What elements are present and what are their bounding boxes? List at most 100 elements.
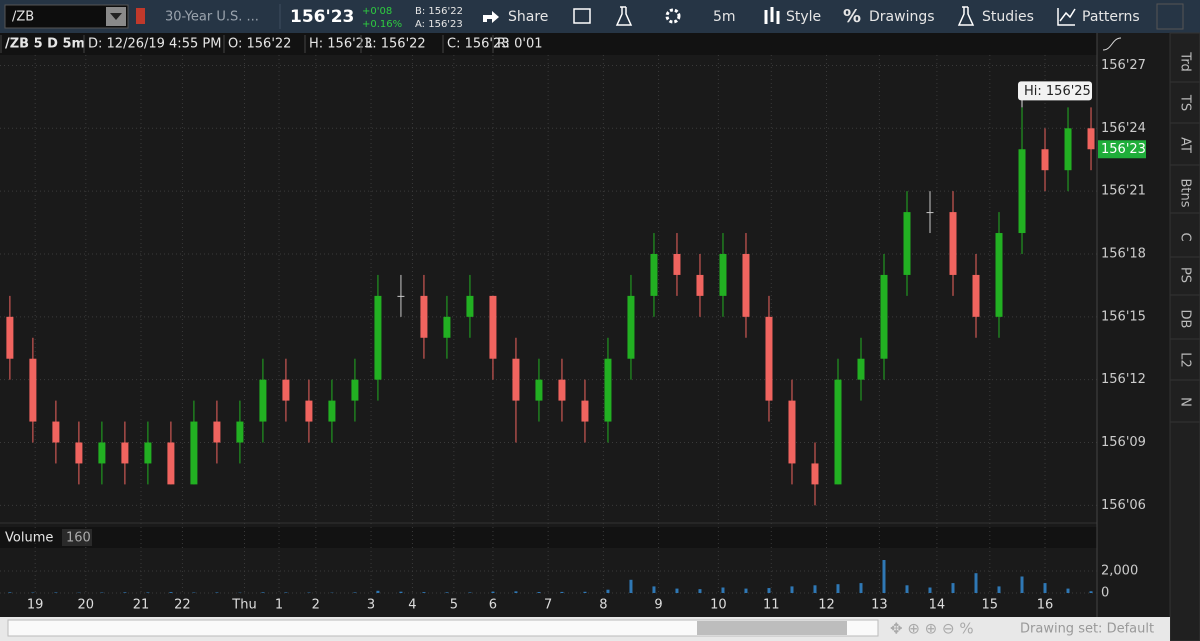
x-tick-label: 22: [174, 598, 191, 613]
volume-bar: [1089, 591, 1093, 593]
style-icon: [764, 7, 780, 24]
side-tab[interactable]: N: [1178, 397, 1193, 407]
candle-body: [834, 379, 842, 485]
info-field: H: 156'23: [309, 37, 372, 52]
candle-body: [236, 421, 244, 443]
side-tab[interactable]: PS: [1178, 267, 1193, 283]
drawing-set[interactable]: Drawing set: Default: [1020, 622, 1154, 637]
x-tick-label: 9: [654, 598, 662, 613]
volume-bar: [54, 592, 58, 593]
candle-body: [6, 316, 14, 359]
volume-bar: [928, 587, 932, 593]
maximize-button[interactable]: [1156, 3, 1184, 30]
share-button[interactable]: Share: [508, 9, 548, 25]
candle-body: [742, 253, 750, 317]
high-label-box: [1018, 81, 1093, 101]
symbol: /ZB: [12, 10, 34, 25]
volume-bar: [1020, 576, 1024, 593]
volume-title: Volume: [5, 531, 53, 546]
last-price: 156'23: [290, 7, 354, 27]
volume-bar: [422, 592, 426, 593]
candle-body: [765, 316, 773, 401]
last-price-label: 156'23: [1101, 142, 1146, 157]
ask: A: 156'23: [415, 19, 463, 30]
info-field: D: 12/26/19 4:55 PM: [88, 37, 221, 52]
volume-bar: [698, 589, 702, 593]
volume-bar: [790, 586, 794, 593]
volume-bar: [836, 584, 840, 593]
x-tick-label: 2: [312, 598, 320, 613]
candle-body: [949, 212, 957, 275]
side-tab[interactable]: L2: [1178, 352, 1193, 368]
scrollbar[interactable]: [7, 619, 879, 637]
candle-body: [512, 358, 520, 401]
info-field: L: 156'22: [365, 37, 426, 52]
settings-icon[interactable]: [665, 8, 681, 24]
volume-bar: [767, 588, 771, 593]
side-tab[interactable]: C: [1178, 232, 1193, 241]
side-tab[interactable]: AT: [1178, 137, 1193, 153]
flask-icon[interactable]: [615, 6, 633, 26]
volume-bar: [882, 559, 886, 593]
candle-body: [880, 274, 888, 359]
x-tick-label: 15: [982, 598, 999, 613]
timeframe-button[interactable]: 5m: [713, 9, 736, 25]
volume-bar: [859, 583, 863, 593]
volume-bar: [261, 592, 265, 593]
x-tick-label: 16: [1037, 598, 1054, 613]
symbol-box[interactable]: [4, 4, 129, 29]
volume-bar: [514, 591, 518, 593]
volume-bar: [652, 586, 656, 593]
patterns-icon: [1057, 8, 1076, 26]
alert-icon[interactable]: [136, 8, 145, 24]
patterns-button[interactable]: Patterns: [1082, 9, 1140, 25]
volume-bar: [215, 592, 219, 593]
candle-body: [972, 274, 980, 317]
candle-body: [29, 358, 37, 422]
side-tab[interactable]: Btns: [1178, 178, 1193, 207]
zoom-tools[interactable]: ✥ ⊕ ⊕ ⊖ %: [890, 620, 974, 638]
description: 30-Year U.S. ...: [165, 10, 259, 25]
side-tab[interactable]: Trd: [1178, 51, 1193, 71]
candle-body: [811, 463, 819, 485]
candle-body: [558, 379, 566, 401]
x-tick-label: 3: [367, 598, 375, 613]
y-tick-label: 156'24: [1101, 121, 1146, 136]
y-tick-label: 156'21: [1101, 184, 1146, 199]
x-tick-label: 5: [450, 598, 458, 613]
drawings-button[interactable]: Drawings: [869, 9, 935, 25]
volume-bar: [146, 592, 150, 593]
bid: B: 156'22: [415, 6, 463, 17]
studies-icon: [957, 6, 975, 26]
x-tick-label: 20: [78, 598, 95, 613]
volume-bar: [813, 585, 817, 593]
style-button[interactable]: Style: [786, 9, 821, 25]
x-tick-label: 19: [27, 598, 44, 613]
candle-body: [443, 316, 451, 338]
candle-body: [305, 400, 313, 422]
candle-body: [374, 295, 382, 380]
x-tick-label: 12: [818, 598, 835, 613]
change: +0'08: [362, 6, 392, 17]
side-tab[interactable]: DB: [1178, 310, 1193, 329]
volume-tick-label: 0: [1101, 586, 1109, 601]
candle-body: [673, 253, 681, 275]
candle-body: [190, 421, 198, 485]
x-tick-label: 14: [929, 598, 946, 613]
volume-tick-label: 2,000: [1101, 563, 1138, 578]
volume-bar: [123, 592, 127, 593]
calendar-icon[interactable]: [573, 8, 591, 24]
candle-body: [535, 379, 543, 401]
side-panel: [1169, 32, 1200, 641]
drawing-tool-icon[interactable]: [1102, 37, 1122, 51]
candle-body: [328, 400, 336, 422]
candle-body: [351, 379, 359, 401]
scroll-thumb[interactable]: [697, 621, 847, 635]
candle-body: [627, 295, 635, 359]
studies-button[interactable]: Studies: [982, 9, 1034, 25]
dropdown-arrow: [110, 13, 122, 20]
candle-body: [581, 400, 589, 422]
candle-body: [75, 442, 83, 464]
side-tab[interactable]: TS: [1178, 94, 1193, 111]
